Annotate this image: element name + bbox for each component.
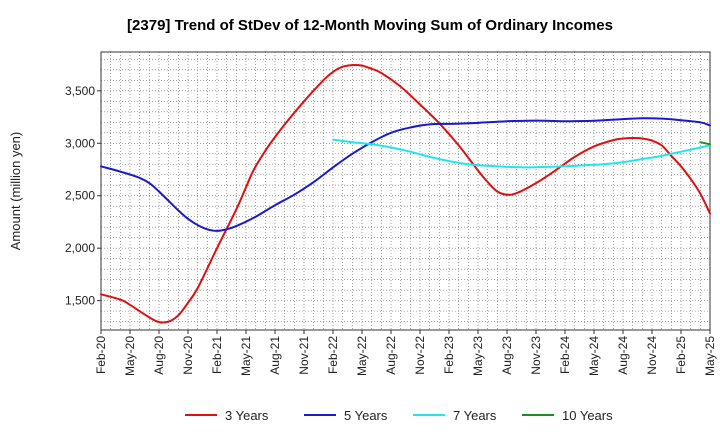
x-tick-label: Aug-23: [500, 336, 514, 375]
x-tick-label: Aug-22: [384, 336, 398, 375]
x-tick-label: Feb-23: [442, 336, 456, 374]
series-line-7-years: [332, 138, 711, 169]
plot-area: [100, 51, 711, 331]
x-tick-label: May-24: [587, 336, 601, 376]
x-tick-label: Aug-20: [152, 336, 166, 375]
x-tick-label: Feb-20: [94, 336, 108, 374]
x-tick-label: May-22: [355, 336, 369, 376]
x-tick-label: May-23: [471, 336, 485, 376]
chart-title: [2379] Trend of StDev of 12-Month Moving…: [127, 17, 613, 34]
x-tick-label: Feb-24: [558, 336, 572, 374]
series-layer: [100, 64, 711, 324]
y-axis: 1,500 2,000 2,500 3,000 3,500: [65, 84, 101, 308]
legend-label-7-years: 7 Years: [453, 408, 497, 423]
y-tick-label: 2,000: [65, 241, 95, 255]
x-tick-label: May-21: [239, 336, 253, 376]
x-tick-label: Feb-21: [210, 336, 224, 374]
x-tick-label: Nov-23: [529, 336, 543, 375]
x-tick-label: Nov-20: [181, 336, 195, 375]
grid: [101, 52, 710, 330]
x-tick-label: Aug-21: [268, 336, 282, 375]
y-tick-label: 2,500: [65, 189, 95, 203]
series-line-10-years: [699, 141, 711, 146]
legend-label-10-years: 10 Years: [562, 408, 613, 423]
y-tick-label: 3,500: [65, 84, 95, 98]
legend-label-5-years: 5 Years: [344, 408, 388, 423]
y-axis-label: Amount (million yen): [8, 132, 23, 251]
x-tick-label: May-20: [123, 336, 137, 376]
x-tick-label: Feb-22: [326, 336, 340, 374]
x-tick-label: May-25: [703, 336, 717, 376]
x-tick-label: Nov-24: [645, 336, 659, 375]
series-line-3-years: [100, 64, 711, 324]
series-line-5-years: [100, 117, 711, 232]
x-axis: Feb-20 May-20 Aug-20 Nov-20 Feb-21 May-21 Aug-…: [94, 330, 717, 376]
x-tick-label: Nov-22: [413, 336, 427, 375]
x-tick-label: Feb-25: [674, 336, 688, 374]
x-tick-label: Aug-24: [616, 336, 630, 375]
y-tick-label: 3,000: [65, 136, 95, 150]
y-tick-label: 1,500: [65, 294, 95, 308]
x-tick-label: Nov-21: [297, 336, 311, 375]
legend-label-3-years: 3 Years: [225, 408, 269, 423]
legend: 3 Years 5 Years 7 Years 10 Years: [185, 408, 613, 423]
